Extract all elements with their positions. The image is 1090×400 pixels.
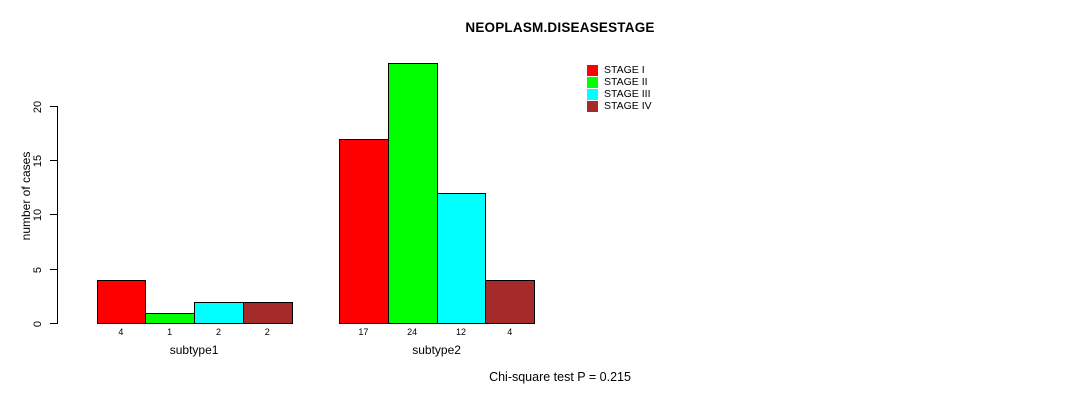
legend-swatch-icon: [587, 64, 598, 76]
bar-subtype2-stage-i: [339, 139, 389, 324]
bar-value-label: 4: [118, 327, 124, 337]
legend-label: STAGE III: [604, 88, 651, 100]
y-tick-mark: [50, 214, 58, 215]
chi-square-annotation: Chi-square test P = 0.215: [489, 370, 631, 384]
x-category-label-subtype1: subtype1: [169, 343, 219, 357]
x-category-label-subtype2: subtype2: [412, 343, 461, 357]
y-tick-label: 20: [32, 100, 44, 113]
bar-value-label: 12: [455, 327, 467, 337]
y-tick-label: 15: [32, 154, 44, 167]
legend-item: STAGE I: [587, 64, 652, 76]
legend-item: STAGE IV: [587, 100, 652, 112]
y-tick-mark: [50, 160, 58, 161]
y-tick-label: 10: [32, 208, 44, 221]
bar-subtype2-stage-iii: [437, 193, 486, 324]
y-tick-label: 0: [32, 320, 44, 327]
legend-item: STAGE III: [587, 88, 652, 100]
y-tick-mark: [50, 323, 58, 324]
bar-value-label: 24: [407, 327, 418, 337]
bar-value-label: 4: [507, 327, 513, 337]
legend-label: STAGE IV: [604, 100, 652, 112]
legend-label: STAGE I: [604, 64, 645, 76]
bar-subtype1-stage-iv: [243, 302, 293, 324]
bar-subtype2-stage-iv: [485, 280, 535, 324]
bar-subtype2-stage-ii: [388, 63, 438, 324]
y-tick-mark: [50, 106, 58, 107]
legend-swatch-icon: [587, 88, 598, 100]
legend-label: STAGE II: [604, 76, 648, 88]
chart-title: NEOPLASM.DISEASESTAGE: [465, 20, 655, 35]
legend-swatch-icon: [587, 100, 598, 112]
bar-value-label: 2: [264, 327, 270, 337]
bar-value-label: 2: [215, 327, 222, 337]
y-axis-line: [57, 106, 58, 324]
y-tick-mark: [50, 269, 58, 270]
y-tick-label: 5: [32, 266, 44, 273]
legend-swatch-icon: [587, 76, 598, 88]
legend-item: STAGE II: [587, 76, 652, 88]
y-axis-title: number of cases: [19, 151, 33, 241]
bar-subtype1-stage-i: [97, 280, 146, 324]
bar-value-label: 1: [167, 327, 173, 337]
bar-subtype1-stage-iii: [194, 302, 244, 324]
bar-subtype1-stage-ii: [145, 313, 195, 324]
legend: STAGE I STAGE II STAGE III STAGE IV: [587, 64, 652, 112]
bar-value-label: 17: [358, 327, 369, 337]
